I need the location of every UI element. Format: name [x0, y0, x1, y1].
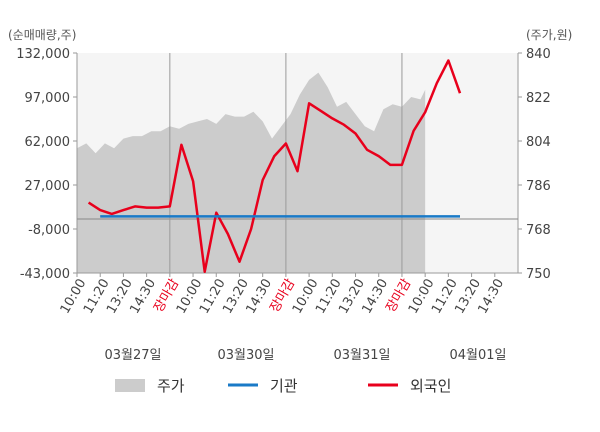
right-tick-label: 786: [526, 179, 551, 194]
date-label: 03월27일: [104, 348, 161, 363]
right-axis-label: (주가,원): [526, 28, 572, 42]
right-tick-label: 750: [526, 267, 551, 282]
left-tick-label: 132,000: [16, 47, 70, 62]
date-label: 03월30일: [217, 348, 274, 363]
right-tick-label: 804: [526, 135, 551, 150]
left-axis-label: (순매매량,주): [8, 28, 76, 42]
date-label: 04월01일: [449, 348, 506, 363]
legend-label: 외국인: [410, 377, 451, 395]
right-tick-label: 822: [526, 91, 551, 106]
legend-label: 주가: [157, 377, 185, 395]
right-tick-label: 840: [526, 47, 551, 62]
left-tick-label: -8,000: [28, 223, 70, 238]
legend-swatch-price: [115, 379, 145, 392]
left-tick-label: -43,000: [20, 267, 70, 282]
legend-label: 기관: [270, 377, 298, 395]
left-tick-label: 27,000: [25, 179, 71, 194]
series-line-foreign: [87, 59, 462, 273]
date-label: 03월31일: [333, 348, 390, 363]
left-tick-label: 97,000: [25, 91, 71, 106]
left-tick-label: 62,000: [25, 135, 71, 150]
right-tick-label: 768: [526, 223, 551, 238]
